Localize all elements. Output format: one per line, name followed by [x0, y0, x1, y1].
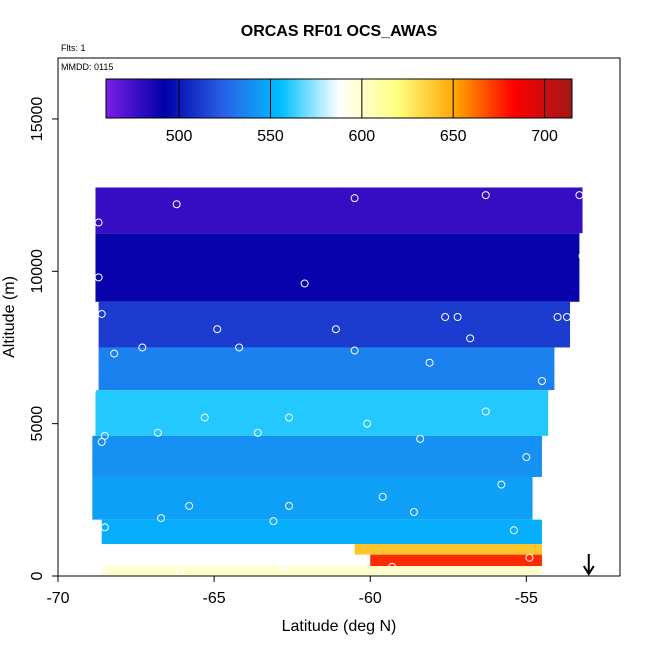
field-band [92, 435, 542, 477]
sample-point [525, 553, 534, 562]
x-tick-label: -70 [46, 590, 69, 607]
sample-point [285, 501, 294, 510]
field-band [354, 544, 542, 555]
down-arrow-icon [582, 554, 595, 576]
sample-point [157, 514, 166, 523]
sample-point [200, 413, 209, 422]
sample-point [97, 309, 106, 318]
sample-point [278, 562, 287, 571]
y-axis-label: Altitude (m) [1, 276, 18, 358]
field-band [370, 554, 542, 567]
sample-point [100, 567, 109, 576]
x-tick-label: -60 [359, 590, 382, 607]
sample-point [153, 428, 162, 437]
sample-point [285, 413, 294, 422]
sample-point [522, 453, 531, 462]
sample-point [441, 313, 450, 321]
field-band [101, 519, 542, 545]
sample-point [378, 492, 387, 501]
colorbar-tick-label: 700 [531, 128, 558, 145]
sample-point [562, 313, 571, 321]
sample-point [253, 428, 262, 437]
sample-point [235, 343, 244, 352]
sample-point [537, 376, 546, 385]
date-annotation: MMDD: 0115 [61, 62, 113, 72]
sample-points [88, 191, 593, 576]
sample-point [175, 567, 184, 576]
colorbar-tick-label: 650 [440, 128, 467, 145]
y-tick-label: 10000 [29, 249, 46, 294]
sample-point [584, 264, 593, 273]
sample-point [100, 431, 109, 440]
concentration-field [92, 187, 583, 576]
sample-point [409, 508, 418, 517]
x-tick-label: -65 [203, 590, 226, 607]
x-axis-label: Latitude (deg N) [282, 618, 397, 635]
sample-point [575, 191, 584, 200]
field-band [98, 347, 555, 391]
sample-point [331, 325, 340, 334]
y-tick-label: 15000 [29, 97, 46, 142]
colorbar-gradient [105, 78, 573, 119]
field-band [101, 566, 542, 576]
sample-point [88, 386, 97, 395]
flights-annotation: Flts: 1 [61, 43, 86, 53]
field-band [95, 390, 549, 436]
field-band [98, 301, 571, 348]
sample-point [481, 191, 490, 200]
plot-frame [57, 57, 621, 577]
colorbar-tick-label: 600 [348, 128, 375, 145]
sample-point [425, 358, 434, 367]
sample-point [481, 407, 490, 416]
colorbar-tick-label: 500 [166, 128, 193, 145]
sample-point [466, 334, 475, 343]
sample-point [300, 279, 309, 288]
sample-point [110, 349, 119, 358]
sample-point [509, 526, 518, 535]
colorbar: 500 550 600 650 700 [105, 78, 573, 145]
chart-title: ORCAS RF01 OCS_AWAS [241, 23, 438, 40]
sample-point [94, 273, 103, 282]
sample-point [553, 313, 562, 321]
sample-point [269, 517, 278, 526]
x-axis: -70 -65 -60 -55 [46, 576, 538, 607]
field-band [92, 476, 533, 520]
sample-point [388, 562, 397, 571]
x-tick-label: -55 [515, 590, 538, 607]
sample-point [350, 194, 359, 203]
colorbar-tick-label: 550 [257, 128, 284, 145]
sample-point [172, 200, 181, 209]
sample-point [100, 523, 109, 532]
sample-point [416, 434, 425, 443]
sample-point [97, 437, 106, 446]
sample-point [534, 567, 543, 576]
sample-point [94, 218, 103, 227]
sample-point [213, 325, 222, 334]
sample-point [185, 501, 194, 510]
sample-point [578, 252, 587, 261]
sample-point [363, 419, 372, 428]
y-axis: 0 5000 10000 15000 [29, 97, 58, 580]
sample-point [281, 562, 290, 571]
y-tick-label: 0 [29, 571, 46, 580]
y-tick-label: 5000 [29, 406, 46, 442]
sample-point [138, 343, 147, 352]
sample-point [350, 346, 359, 355]
arrow-head [582, 565, 595, 576]
field-band [95, 233, 580, 302]
field-band [95, 187, 583, 234]
sample-point [453, 313, 462, 321]
sample-point [497, 480, 506, 489]
